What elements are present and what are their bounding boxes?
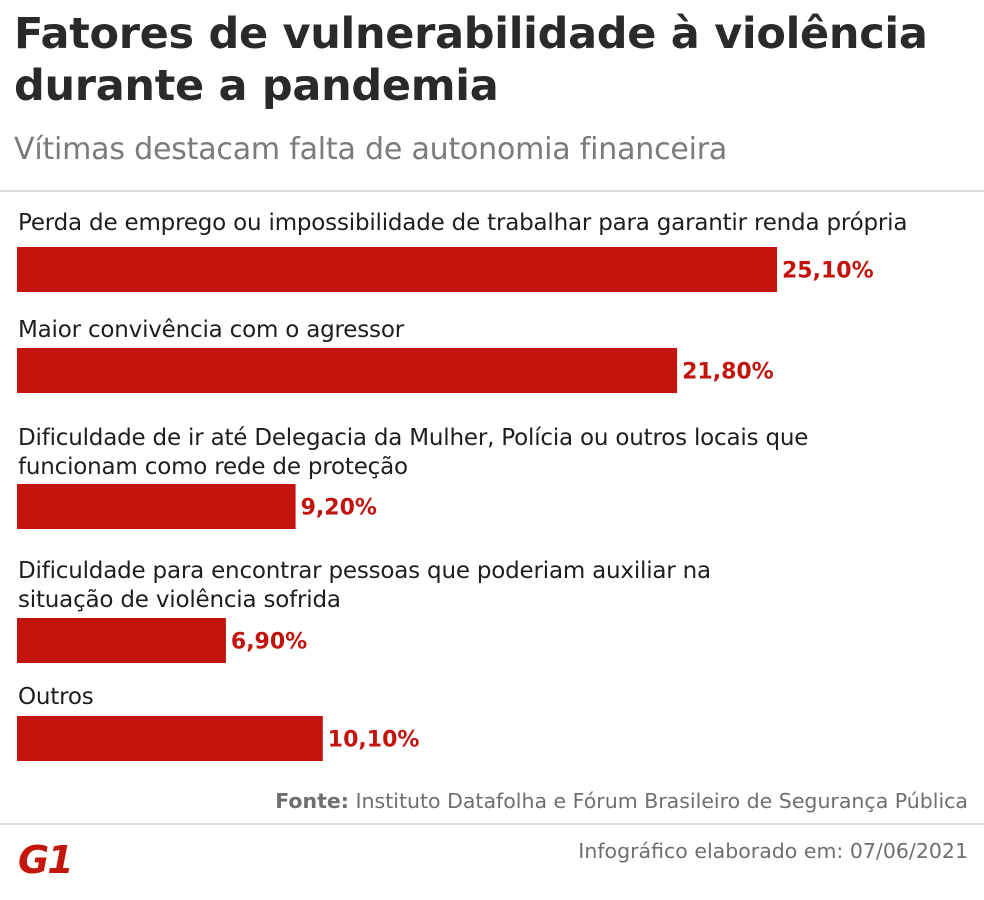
bar <box>17 247 777 292</box>
category-label: Outros <box>18 684 94 710</box>
bar <box>17 716 323 761</box>
bar-value-label: 9,20% <box>301 496 377 521</box>
chart-subtitle: Vítimas destacam falta de autonomia fina… <box>14 132 728 167</box>
bar-value-label: 21,80% <box>682 360 774 385</box>
bar <box>17 484 296 529</box>
source-text: Instituto Datafolha e Fórum Brasileiro d… <box>348 789 969 813</box>
bottom-divider <box>0 823 984 825</box>
bar-value-label: 10,10% <box>328 728 420 753</box>
g1-logo: G1 <box>18 838 74 882</box>
credit-note: Infográfico elaborado em: 07/06/2021 <box>578 839 968 863</box>
bar <box>17 348 678 393</box>
bar <box>17 618 226 663</box>
category-label: Dificuldade para encontrar pessoas que p… <box>18 558 711 613</box>
bar-value-label: 6,90% <box>231 630 307 655</box>
chart-title: Fatores de vulnerabilidade à violência d… <box>14 9 928 111</box>
category-label: Dificuldade de ir até Delegacia da Mulhe… <box>18 425 809 480</box>
source-lead: Fonte: <box>275 789 349 813</box>
bar-value-label: 25,10% <box>782 259 874 284</box>
category-label: Maior convivência com o agressor <box>18 317 404 343</box>
category-label: Perda de emprego ou impossibilidade de t… <box>18 210 908 236</box>
top-divider <box>0 190 984 192</box>
source-note: Fonte: Instituto Datafolha e Fórum Brasi… <box>275 786 968 816</box>
